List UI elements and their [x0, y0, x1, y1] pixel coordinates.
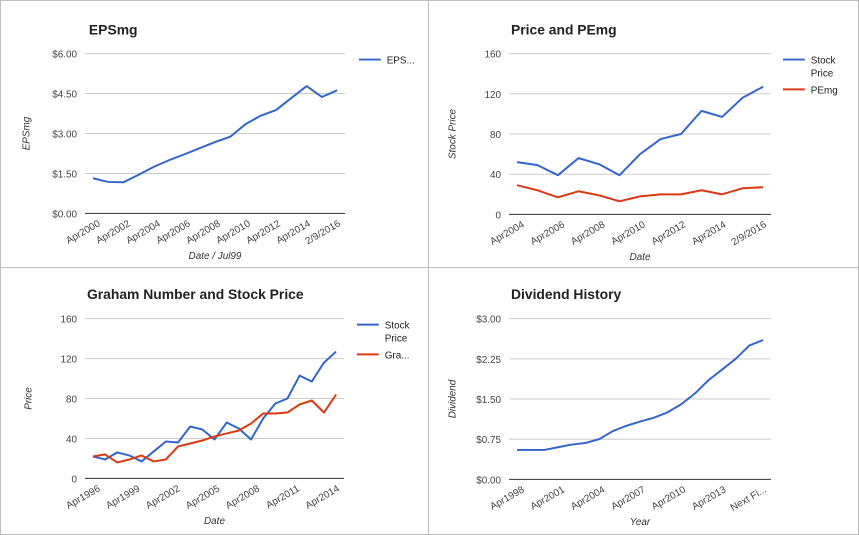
y-tick-label: 40: [66, 434, 78, 445]
x-tick-label: Apr2014: [304, 483, 342, 511]
chart-title: EPSmg: [89, 22, 138, 38]
chart-dividend-history: Dividend History $0.00 $0.75 $1.50 $2.25 $3.0…: [447, 286, 772, 528]
x-tick-label: 2/9/2016: [304, 218, 343, 247]
chart-title: Graham Number and Stock Price: [87, 286, 304, 302]
chart-panel-graham-number: Graham Number and Stock Price 0 40 80 120 160…: [0, 267, 429, 535]
x-tick-label: Apr2005: [184, 483, 222, 511]
y-tick-label: $0.00: [52, 209, 77, 220]
y-tick-label: 120: [61, 355, 78, 366]
series-line-0: [516, 339, 764, 451]
y-tick-label: $1.50: [52, 169, 77, 180]
chart-title: Price and PEmg: [511, 22, 617, 38]
x-tick-label: Apr2012: [650, 219, 688, 247]
y-axis-label: EPSmg: [21, 116, 32, 150]
chart-panel-epsmg: EPSmg $0.00 $1.50 $3.00 $4.50 $6.00 Apr2000 Apr…: [0, 0, 429, 268]
chart-title: Dividend History: [511, 286, 622, 302]
y-tick-label: $4.50: [52, 90, 77, 101]
y-tick-label: 160: [61, 315, 78, 326]
x-tick-label: Next Fi...: [729, 484, 769, 513]
x-tick-label: Apr2006: [529, 219, 567, 247]
legend-label: EPS...: [387, 56, 415, 67]
x-tick-label: Apr2013: [690, 484, 728, 512]
chart-panel-dividend-history: Dividend History $0.00 $0.75 $1.50 $2.25 $3.0…: [428, 267, 859, 535]
chart-panel-price-pemg: Price and PEmg 0 40 80 120 160 Apr2004 Apr2006 A…: [428, 0, 859, 268]
series-line-1: [92, 393, 337, 464]
series-line-1: [516, 184, 764, 203]
y-tick-label: 0: [72, 474, 78, 485]
x-tick-label: Apr1999: [104, 483, 142, 511]
y-tick-label: $0.75: [476, 435, 501, 446]
x-tick-label: Apr2011: [264, 483, 302, 511]
legend-label: Gra...: [385, 350, 410, 361]
x-axis-label: Year: [630, 517, 651, 528]
x-tick-label: Apr1998: [488, 484, 526, 512]
y-tick-label: 80: [66, 394, 78, 405]
y-tick-label: $3.00: [52, 129, 77, 140]
y-axis-label: Dividend: [447, 379, 458, 418]
series-line-0: [92, 85, 338, 184]
y-axis-label: Stock Price: [447, 108, 458, 159]
y-tick-label: 0: [496, 210, 502, 221]
y-axis-label: Price: [23, 387, 34, 410]
y-tick-label: $1.50: [476, 395, 501, 406]
series-line-0: [92, 350, 337, 463]
x-axis-label: Date / Jul99: [189, 251, 242, 262]
x-tick-label: Apr2004: [569, 484, 607, 512]
y-tick-label: $0.00: [476, 475, 501, 486]
y-tick-label: $2.25: [476, 355, 501, 366]
x-tick-label: Apr2010: [610, 219, 648, 247]
x-tick-label: Apr1996: [64, 483, 102, 511]
x-tick-label: Apr2007: [610, 484, 648, 512]
y-tick-label: 120: [485, 90, 502, 101]
chart-graham-number: Graham Number and Stock Price 0 40 80 120 160…: [23, 286, 410, 527]
legend-label: Stock Price: [385, 321, 410, 345]
x-axis-label: Date: [630, 252, 651, 263]
y-tick-label: $3.00: [476, 315, 501, 326]
chart-epsmg: EPSmg$0.00$1.50$3.00$4.50$6.00Apr2000Apr…: [21, 22, 415, 262]
y-tick-label: $6.00: [52, 50, 77, 61]
y-tick-label: 40: [490, 170, 502, 181]
y-tick-label: 160: [485, 50, 502, 61]
series-line-0: [516, 85, 764, 177]
x-tick-label: 2/9/2016: [730, 219, 769, 248]
x-tick-label: Apr2010: [650, 484, 688, 512]
x-tick-label: Apr2002: [144, 483, 182, 511]
x-tick-label: Apr2014: [690, 219, 728, 247]
x-axis-label: Date: [204, 516, 225, 527]
legend-label: Stock Price: [811, 56, 836, 80]
legend-label: PEmg: [811, 85, 838, 96]
y-tick-label: 80: [490, 130, 502, 141]
x-tick-label: Apr2008: [569, 219, 607, 247]
x-tick-label: Apr2008: [224, 483, 262, 511]
x-tick-label: Apr2004: [488, 219, 526, 247]
x-tick-label: Apr2001: [529, 484, 567, 512]
